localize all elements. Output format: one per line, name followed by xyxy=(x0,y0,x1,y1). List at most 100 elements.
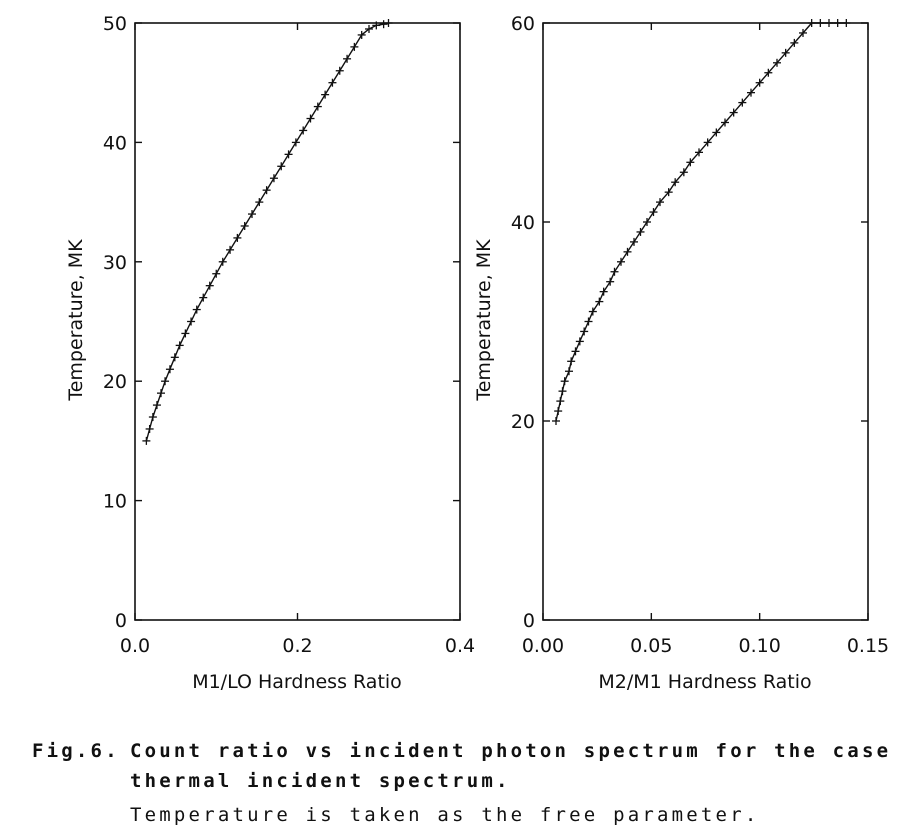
right-data-point xyxy=(816,19,825,27)
left-data-point xyxy=(175,341,184,350)
left-data-point xyxy=(187,317,196,326)
right-data-point xyxy=(842,19,851,27)
left-y-tick-label: 0 xyxy=(115,610,127,632)
left-data-point xyxy=(277,162,286,171)
left-x-tick-label: 0.2 xyxy=(282,635,312,657)
right-data-point xyxy=(807,19,816,27)
right-data-point xyxy=(755,78,764,87)
left-data-point xyxy=(165,365,174,374)
left-data-point xyxy=(284,150,293,159)
right-data-point xyxy=(623,247,632,256)
right-data-point xyxy=(656,198,664,207)
right-data-point xyxy=(695,148,703,157)
right-data-point xyxy=(599,287,608,296)
left-data-point xyxy=(192,305,201,314)
right-data-point xyxy=(556,397,565,406)
left-data-point xyxy=(205,281,214,290)
right-data-point xyxy=(833,19,842,27)
right-x-tick-label: 0.10 xyxy=(739,635,781,657)
left-x-axis-title: M1/LO Hardness Ratio xyxy=(192,671,402,693)
left-series-line xyxy=(145,22,389,442)
left-data-point xyxy=(199,293,208,302)
right-data-point xyxy=(781,48,790,57)
right-x-axis-title: M2/M1 Hardness Ratio xyxy=(598,671,811,693)
right-data-point xyxy=(738,98,747,107)
right-data-point xyxy=(595,297,604,306)
left-data-point xyxy=(212,269,221,278)
figure: 0 10 20 30 40 50 0.0 0.2 0.4 M1/LO Hardness Rati… xyxy=(65,13,889,693)
left-data-point xyxy=(299,126,308,135)
left-data-point xyxy=(313,102,322,111)
right-y-axis-title: Temperature, MK xyxy=(473,239,495,402)
right-data-point xyxy=(679,168,688,177)
right-data-point xyxy=(671,178,680,187)
right-x-tick-label: 0.15 xyxy=(847,635,889,657)
right-data-point xyxy=(686,158,695,167)
right-data-point xyxy=(558,387,567,396)
left-panel: 0 10 20 30 40 50 0.0 0.2 0.4 M1/LO Hardness Rati… xyxy=(65,13,475,693)
right-data-point xyxy=(649,208,658,217)
right-data-point xyxy=(606,277,615,286)
right-data-point xyxy=(790,38,799,47)
right-panel: 0 20 40 60 0.00 0.05 0.10 0.15 M2/M1 Hardness R… xyxy=(473,13,889,693)
right-data-point xyxy=(617,257,625,266)
right-data-point xyxy=(825,19,833,27)
left-axis-ticks: 0 10 20 30 40 50 0.0 0.2 0.4 xyxy=(103,13,475,657)
left-data-point xyxy=(240,221,249,230)
right-series-line xyxy=(555,22,847,422)
right-data-point xyxy=(565,367,573,376)
left-y-tick-label: 30 xyxy=(103,252,127,274)
right-data-point xyxy=(799,28,807,37)
right-data-point xyxy=(764,68,773,77)
left-data-point xyxy=(170,353,179,362)
left-data-point xyxy=(357,30,366,39)
left-data-point xyxy=(145,424,154,433)
caption-line-1: Count ratio vs incident photon spectrum … xyxy=(130,740,900,762)
left-y-axis-title: Temperature, MK xyxy=(65,239,87,402)
left-data-point xyxy=(379,20,388,29)
left-data-point xyxy=(226,245,235,254)
left-y-tick-label: 20 xyxy=(103,371,127,393)
right-data-point xyxy=(747,88,755,97)
right-data-point xyxy=(552,417,560,425)
right-data-point xyxy=(560,377,569,386)
left-data-point xyxy=(161,377,170,386)
left-data-point xyxy=(328,78,337,87)
left-x-tick-label: 0.0 xyxy=(120,635,150,657)
left-data-point xyxy=(365,24,373,33)
left-x-tick-label: 0.4 xyxy=(445,635,475,657)
left-data-point xyxy=(350,42,359,51)
left-data-point xyxy=(269,174,278,183)
right-data-point xyxy=(630,237,638,246)
right-data-point xyxy=(703,138,712,147)
right-y-tick-label: 60 xyxy=(511,13,535,35)
right-data-point xyxy=(729,108,738,117)
left-series-markers xyxy=(142,19,393,445)
left-data-point xyxy=(142,436,151,445)
left-data-point xyxy=(157,389,165,398)
left-data-point xyxy=(181,329,190,338)
left-data-point xyxy=(248,210,256,219)
right-y-tick-label: 40 xyxy=(511,212,535,234)
right-data-point xyxy=(636,227,645,236)
right-y-tick-label: 20 xyxy=(511,411,535,433)
left-data-point xyxy=(306,114,315,123)
left-data-point xyxy=(218,257,227,266)
left-data-point xyxy=(384,19,393,27)
right-data-point xyxy=(664,188,673,197)
right-x-tick-label: 0.00 xyxy=(522,635,564,657)
left-plot-frame xyxy=(134,22,461,621)
left-data-point xyxy=(233,233,242,242)
right-data-point xyxy=(571,347,580,356)
caption-line-2: thermal incident spectrum. xyxy=(130,770,511,792)
left-data-point xyxy=(262,186,271,195)
right-data-point xyxy=(575,337,584,346)
caption-line-3: Temperature is taken as the free paramet… xyxy=(130,804,760,826)
left-y-tick-label: 40 xyxy=(103,132,127,154)
left-data-point xyxy=(343,54,352,63)
right-data-point xyxy=(580,327,589,336)
right-data-point xyxy=(567,357,576,366)
right-data-point xyxy=(554,407,563,416)
right-data-point xyxy=(712,128,721,137)
right-data-point xyxy=(588,307,597,316)
